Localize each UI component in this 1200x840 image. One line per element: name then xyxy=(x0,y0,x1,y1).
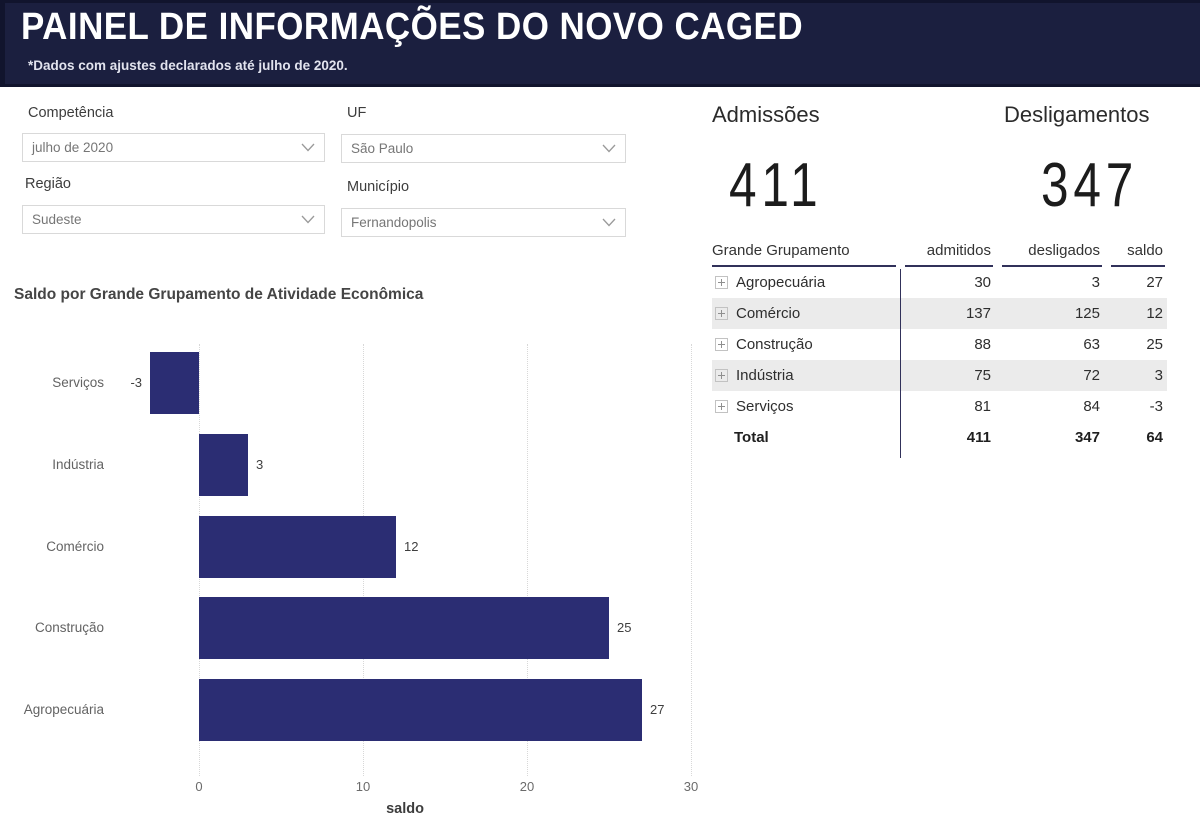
value-label: 25 xyxy=(617,620,632,635)
total-saldo: 64 xyxy=(1146,429,1163,446)
gridline xyxy=(691,344,692,776)
expand-plus-icon[interactable] xyxy=(715,338,728,351)
category-label: Agropecuária xyxy=(23,702,104,717)
expand-plus-icon[interactable] xyxy=(715,307,728,320)
desligados-cell: 3 xyxy=(1091,274,1100,291)
group-label: Agropecuária xyxy=(736,274,826,291)
admitidos-cell: 30 xyxy=(974,274,991,291)
group-cell: Serviços xyxy=(712,398,896,415)
chart-bar[interactable] xyxy=(199,679,642,741)
uf-dropdown[interactable]: São Paulo xyxy=(341,134,626,163)
desligados-cell: 63 xyxy=(1083,336,1100,353)
chart-bar[interactable] xyxy=(150,352,199,414)
desligamentos-label: Desligamentos xyxy=(1004,102,1150,127)
table-total-row: Total 411 347 64 xyxy=(712,422,1167,453)
group-cell: Agropecuária xyxy=(712,274,896,291)
table-header-row: Grande Grupamento admitidos desligados s… xyxy=(712,242,1167,267)
chevron-down-icon xyxy=(301,139,315,157)
category-label: Construção xyxy=(34,620,104,635)
desligamentos-value: 347 xyxy=(1041,151,1139,220)
value-label: 27 xyxy=(650,702,665,717)
group-cell: Comércio xyxy=(712,305,896,322)
table-row[interactable]: Serviços 81 84 -3 xyxy=(712,391,1167,422)
chevron-down-icon xyxy=(602,140,616,158)
col-header-grupamento[interactable]: Grande Grupamento xyxy=(712,242,896,267)
admitidos-cell: 81 xyxy=(974,398,991,415)
group-label: Construção xyxy=(736,336,813,353)
x-tick-label: 10 xyxy=(355,779,371,794)
x-tick-label: 20 xyxy=(519,779,535,794)
table-row[interactable]: Comércio 137 125 12 xyxy=(712,298,1167,329)
expand-plus-icon[interactable] xyxy=(715,400,728,413)
group-label: Comércio xyxy=(736,305,801,322)
page-title: PAINEL DE INFORMAÇÕES DO NOVO CAGED xyxy=(21,6,804,48)
desligados-cell: 72 xyxy=(1083,367,1100,384)
expand-plus-icon[interactable] xyxy=(715,369,728,382)
admitidos-cell: 88 xyxy=(974,336,991,353)
saldo-bar-chart: Saldo por Grande Grupamento de Atividade… xyxy=(0,280,712,840)
category-label: Comércio xyxy=(46,539,104,554)
chart-bar[interactable] xyxy=(199,597,609,659)
admissoes-value: 411 xyxy=(729,151,823,220)
admissoes-label: Admissões xyxy=(712,102,820,127)
chevron-down-icon xyxy=(301,211,315,229)
table-row[interactable]: Indústria 75 72 3 xyxy=(712,360,1167,391)
col-header-admitidos[interactable]: admitidos xyxy=(905,242,993,267)
uf-value: São Paulo xyxy=(351,141,414,156)
table-row[interactable]: Construção 88 63 25 xyxy=(712,329,1167,360)
competencia-value: julho de 2020 xyxy=(32,140,114,155)
x-tick-label: 0 xyxy=(195,779,203,794)
desligados-cell: 84 xyxy=(1083,398,1100,415)
uf-label: UF xyxy=(347,105,367,121)
group-cell: Indústria xyxy=(712,367,896,384)
saldo-cell: 3 xyxy=(1154,367,1163,384)
admitidos-cell: 137 xyxy=(965,305,991,322)
expand-plus-icon[interactable] xyxy=(715,276,728,289)
admitidos-cell: 75 xyxy=(974,367,991,384)
regiao-dropdown[interactable]: Sudeste xyxy=(22,205,325,234)
table-row[interactable]: Agropecuária 30 3 27 xyxy=(712,267,1167,298)
value-label: -3 xyxy=(130,375,142,390)
group-label: Serviços xyxy=(736,398,794,415)
competencia-label: Competência xyxy=(28,105,114,121)
saldo-cell: 27 xyxy=(1146,274,1163,291)
total-desligados: 347 xyxy=(1074,429,1100,446)
municipio-dropdown[interactable]: Fernandopolis xyxy=(341,208,626,237)
competencia-dropdown[interactable]: julho de 2020 xyxy=(22,133,325,162)
saldo-cell: -3 xyxy=(1149,398,1163,415)
category-label: Serviços xyxy=(52,375,104,390)
saldo-cell: 25 xyxy=(1146,336,1163,353)
saldo-cell: 12 xyxy=(1146,305,1163,322)
chart-bar[interactable] xyxy=(199,516,396,578)
category-label: Indústria xyxy=(52,457,104,472)
value-label: 12 xyxy=(404,539,419,554)
col-header-saldo[interactable]: saldo xyxy=(1111,242,1165,267)
group-label: Indústria xyxy=(736,367,794,384)
municipio-value: Fernandopolis xyxy=(351,215,437,230)
group-cell: Construção xyxy=(712,336,896,353)
regiao-label: Região xyxy=(25,176,71,192)
summary-table: Grande Grupamento admitidos desligados s… xyxy=(712,242,1167,458)
municipio-label: Município xyxy=(347,179,410,195)
x-axis-title: saldo xyxy=(386,801,424,817)
total-label: Total xyxy=(734,429,769,446)
value-label: 3 xyxy=(256,457,264,472)
chart-title: Saldo por Grande Grupamento de Atividade… xyxy=(14,286,424,303)
x-tick-label: 30 xyxy=(683,779,699,794)
page-subtitle: *Dados com ajustes declarados até julho … xyxy=(28,58,348,73)
total-admitidos: 411 xyxy=(966,429,991,446)
desligados-cell: 125 xyxy=(1074,305,1100,322)
table-body: Agropecuária 30 3 27 Comércio 137 125 12 Constru… xyxy=(712,267,1167,422)
chart-bar[interactable] xyxy=(199,434,248,496)
chevron-down-icon xyxy=(602,214,616,232)
header: PAINEL DE INFORMAÇÕES DO NOVO CAGED *Dad… xyxy=(0,0,1200,87)
regiao-value: Sudeste xyxy=(32,212,82,227)
col-header-desligados[interactable]: desligados xyxy=(1002,242,1102,267)
table-column-divider xyxy=(900,269,901,458)
gridline xyxy=(527,344,528,776)
